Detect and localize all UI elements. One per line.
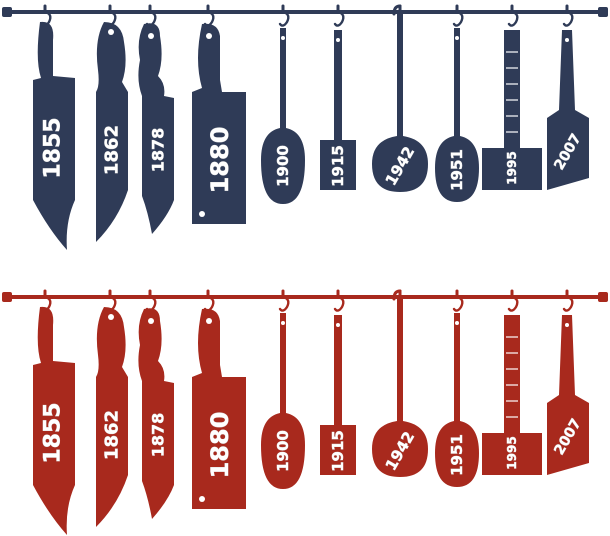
meat-tenderizer-icon: 1995 (482, 4, 542, 190)
rail-bracket (598, 292, 608, 302)
cleaver-icon: 1880 (192, 289, 246, 509)
year-label: 1900 (274, 145, 292, 187)
year-label: 1878 (149, 128, 168, 173)
carving-knife-icon: 1862 (96, 4, 128, 242)
carving-knife-icon: 1862 (96, 289, 128, 527)
spoon-icon: 1951 (435, 4, 479, 202)
ladle-icon: 1942 (372, 289, 428, 477)
year-label: 1900 (274, 430, 292, 472)
serrated-knife-icon: 1878 (138, 289, 174, 519)
year-label: 1995 (505, 436, 519, 469)
year-label: 1951 (448, 434, 466, 476)
year-label: 1995 (505, 151, 519, 184)
turner-icon: 2007 (547, 289, 589, 475)
chef-knife-icon: 1855 (33, 4, 75, 251)
year-label: 1878 (149, 413, 168, 458)
rack-top: 1855 1862 1878 1880 1900 1915 1942 1951 1995 2007 (2, 4, 608, 251)
year-label: 1862 (102, 125, 123, 175)
year-label: 1855 (41, 402, 66, 463)
year-label: 1951 (448, 149, 466, 191)
cleaver-icon: 1880 (192, 4, 246, 224)
spatula-icon: 1915 (320, 4, 356, 190)
ladle-icon: 1942 (372, 4, 428, 192)
spatula-icon: 1915 (320, 289, 356, 475)
spoon-icon: 1951 (435, 289, 479, 487)
turner-icon: 2007 (547, 4, 589, 190)
serrated-knife-icon: 1878 (138, 4, 174, 235)
chef-knife-icon: 1855 (33, 289, 75, 535)
rail-bracket (2, 292, 12, 302)
rail-bracket (598, 7, 608, 17)
year-label: 1915 (329, 145, 347, 187)
slotted-spoon-icon: 1900 (261, 289, 305, 489)
meat-tenderizer-icon: 1995 (482, 289, 542, 475)
rail-bracket (2, 7, 12, 17)
rack-bottom: 1855 1862 1878 1880 1900 1915 1942 1951 1995 2007 (2, 289, 608, 535)
slotted-spoon-icon: 1900 (261, 4, 305, 204)
year-label: 1880 (206, 412, 234, 479)
year-label: 1862 (102, 410, 123, 460)
year-label: 1915 (329, 430, 347, 472)
year-label: 1855 (41, 117, 66, 178)
year-label: 1880 (206, 127, 234, 194)
